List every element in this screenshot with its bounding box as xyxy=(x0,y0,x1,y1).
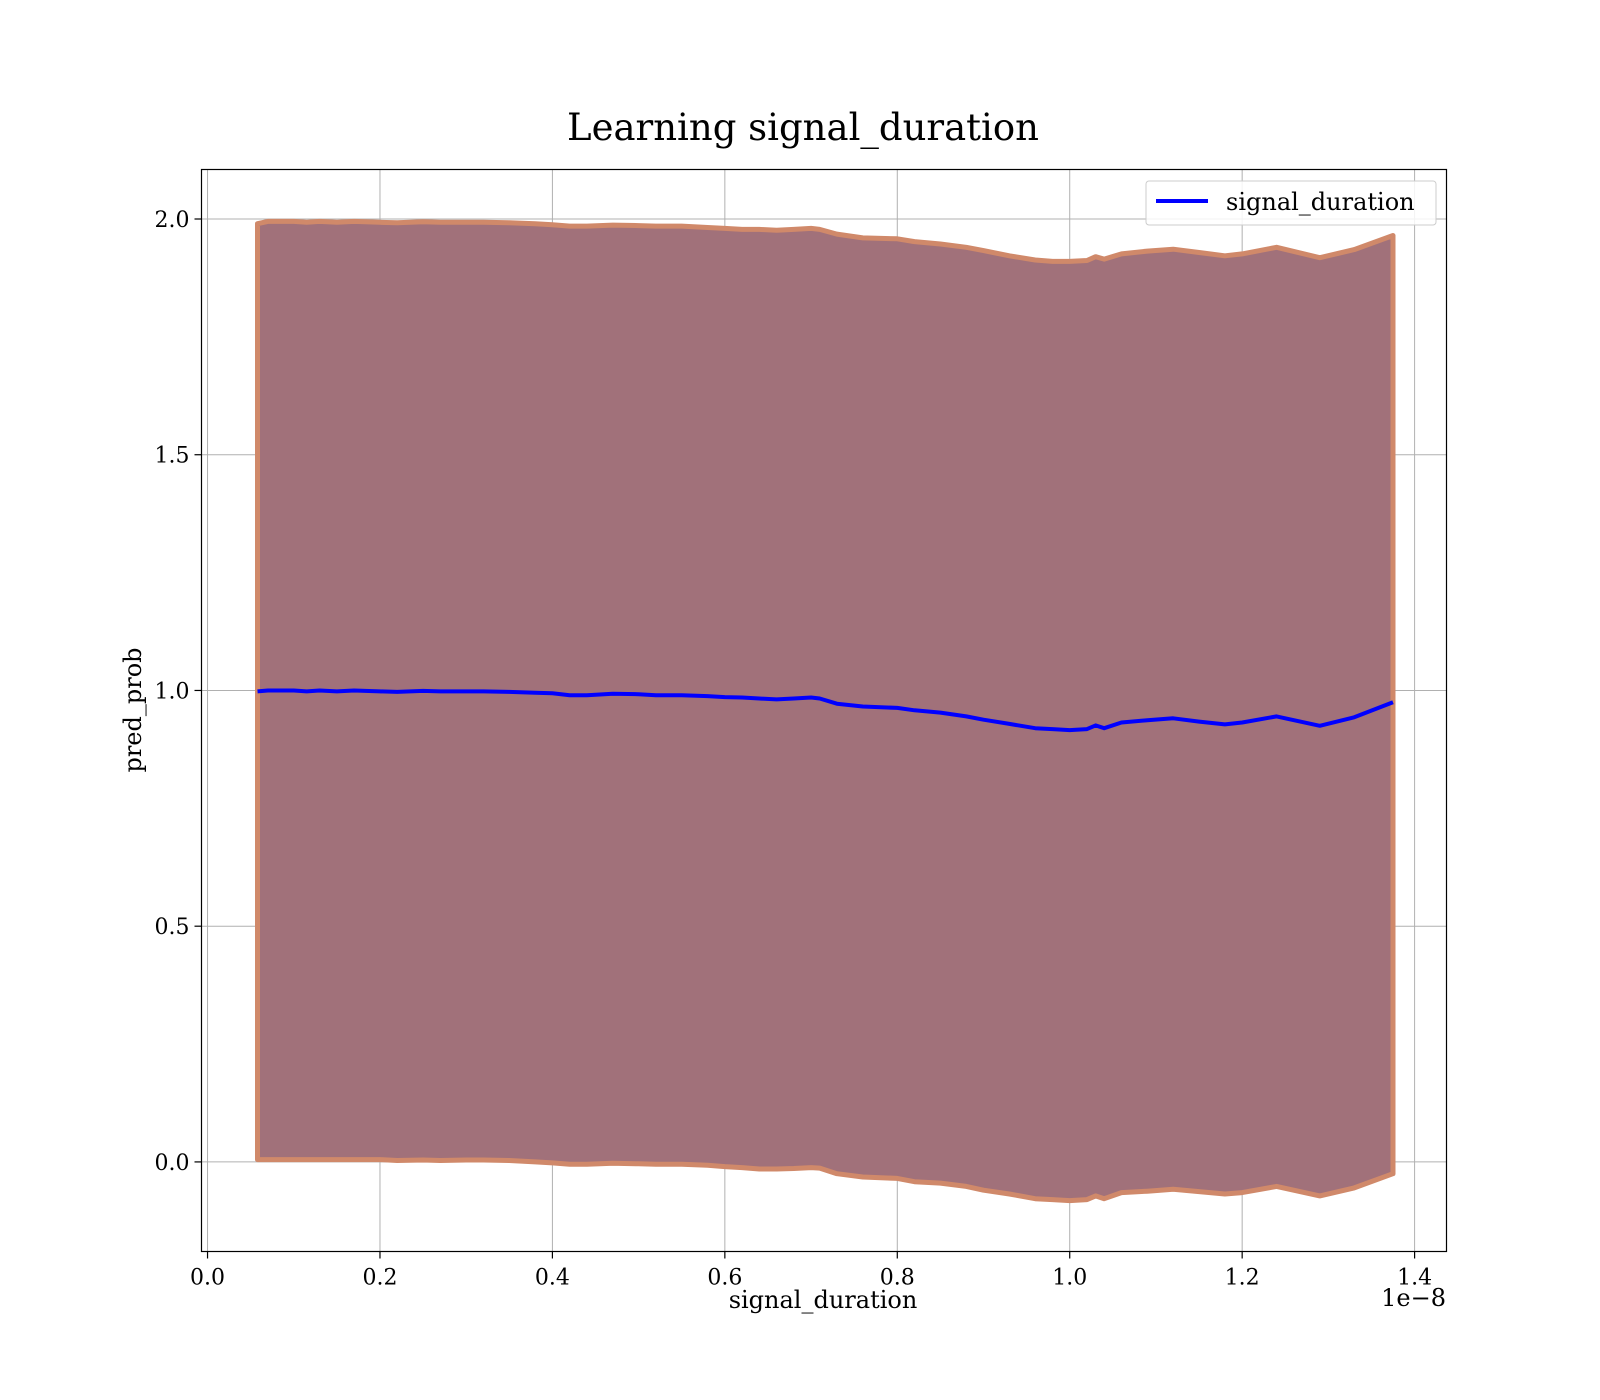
plot-frame xyxy=(200,168,1448,1253)
legend-box xyxy=(1145,180,1437,226)
confidence-band-area xyxy=(255,218,1396,1204)
legend: signal_duration xyxy=(1145,180,1437,226)
x-tick-label: 0.6 xyxy=(707,1266,742,1291)
x-axis: 0.0 0.2 0.4 0.6 0.8 1.0 1.2 1.4 xyxy=(190,1251,1432,1291)
x-tick-label: 1.4 xyxy=(1397,1266,1432,1291)
x-tick-label: 0.0 xyxy=(190,1266,225,1291)
x-axis-offset-label: 1e−8 xyxy=(1381,1284,1446,1312)
x-tick-label: 0.2 xyxy=(362,1266,397,1291)
y-tick-label: 0.5 xyxy=(155,915,190,940)
y-tick-label: 0.0 xyxy=(155,1151,190,1176)
y-tick-label: 2.0 xyxy=(155,208,190,233)
x-tick-label: 1.2 xyxy=(1225,1266,1260,1291)
x-tick-label: 1.0 xyxy=(1052,1266,1087,1291)
confidence-band xyxy=(255,218,1396,1204)
series-lines xyxy=(257,688,1394,733)
y-axis: 0.0 0.5 1.0 1.5 2.0 xyxy=(155,208,202,1176)
series-line xyxy=(257,688,1394,733)
x-tick-label: 0.8 xyxy=(880,1266,915,1291)
y-tick-label: 1.0 xyxy=(155,679,190,704)
x-tick-label: 0.4 xyxy=(535,1266,570,1291)
y-tick-label: 1.5 xyxy=(155,444,190,469)
chart-title: Learning signal_duration xyxy=(567,106,1039,150)
x-axis-label: signal_duration xyxy=(729,1286,918,1314)
y-axis-label: pred_prob xyxy=(119,647,147,772)
legend-label: signal_duration xyxy=(1226,188,1415,216)
